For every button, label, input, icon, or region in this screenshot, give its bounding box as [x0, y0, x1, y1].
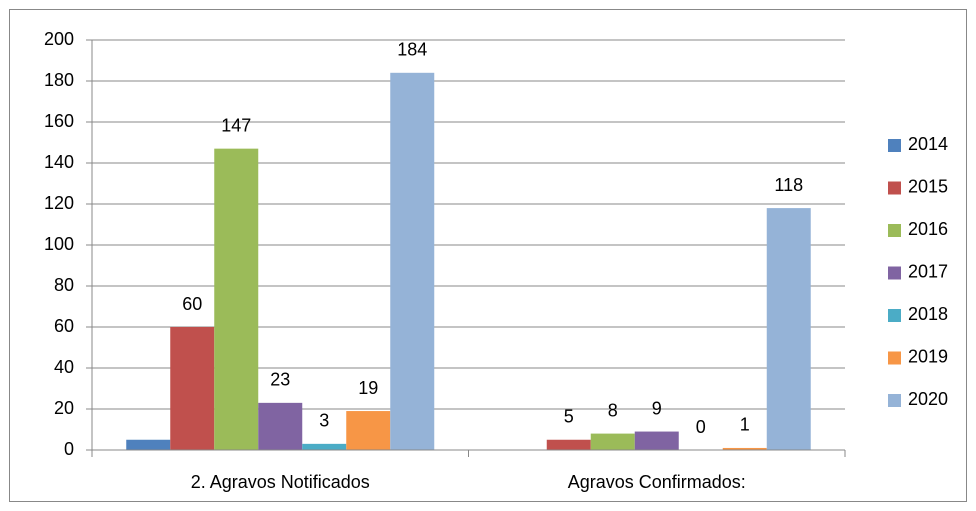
- legend-label: 2018: [908, 304, 948, 324]
- legend-label: 2019: [908, 346, 948, 366]
- x-tick-label: Agravos Confirmados:: [568, 472, 746, 492]
- y-tick-label: 140: [44, 152, 74, 172]
- y-tick-label: 100: [44, 234, 74, 254]
- data-label: 8: [608, 400, 618, 420]
- bar: [170, 327, 215, 450]
- data-label: 0: [696, 417, 706, 437]
- bar: [390, 72, 435, 451]
- bar: [634, 431, 679, 450]
- y-tick-label: 120: [44, 193, 74, 213]
- data-label: 3: [319, 411, 329, 431]
- data-label: 5: [564, 407, 574, 427]
- legend-label: 2016: [908, 219, 948, 239]
- legend-swatch: [888, 181, 901, 195]
- data-label: 23: [270, 370, 290, 390]
- bar: [766, 208, 811, 450]
- y-tick-label: 60: [54, 316, 74, 336]
- legend-swatch: [888, 309, 901, 322]
- y-tick-label: 180: [44, 70, 74, 90]
- legend-swatch: [888, 266, 901, 280]
- y-tick-label: 0: [64, 439, 74, 459]
- bar: [126, 439, 171, 450]
- x-tick-label: 2. Agravos Notificados: [191, 472, 370, 492]
- data-label: 9: [652, 398, 662, 418]
- legend-swatch: [888, 394, 901, 407]
- y-tick-label: 20: [54, 398, 74, 418]
- bar: [302, 443, 347, 450]
- legend-label: 2017: [908, 261, 948, 281]
- data-label: 147: [221, 115, 251, 135]
- bar: [346, 411, 391, 450]
- bar: [258, 402, 303, 450]
- y-tick-label: 40: [54, 357, 74, 377]
- data-label: 60: [182, 294, 202, 314]
- y-tick-label: 80: [54, 275, 74, 295]
- bar: [590, 433, 635, 450]
- legend-swatch: [888, 351, 901, 365]
- y-tick-label: 200: [44, 29, 74, 49]
- data-label: 1: [740, 415, 750, 435]
- bar: [722, 447, 767, 450]
- y-tick-label: 160: [44, 111, 74, 131]
- bar: [546, 439, 591, 450]
- data-label: 118: [774, 175, 803, 195]
- legend-swatch: [888, 139, 901, 152]
- legend-label: 2014: [908, 134, 948, 154]
- chart-frame: [9, 9, 967, 502]
- legend-label: 2015: [908, 176, 948, 196]
- legend-swatch: [888, 224, 901, 237]
- legend-label: 2020: [908, 389, 948, 409]
- data-label: 19: [358, 378, 378, 398]
- data-label: 184: [397, 40, 427, 60]
- bar: [214, 148, 259, 450]
